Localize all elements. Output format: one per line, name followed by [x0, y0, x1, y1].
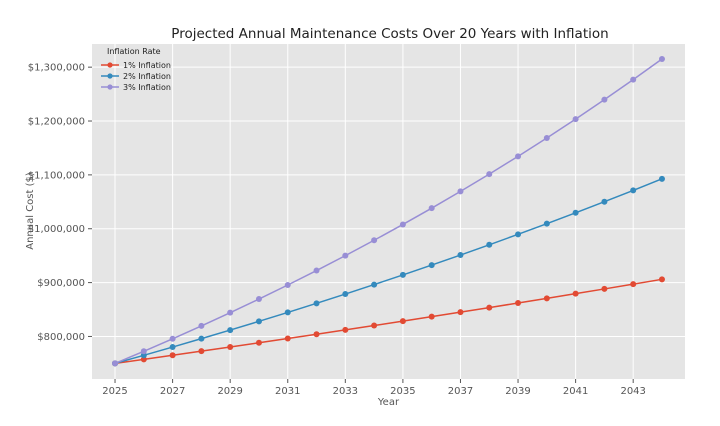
- x-tick-label: 2037: [448, 386, 473, 397]
- x-tick-label: 2039: [505, 386, 530, 397]
- grid: [92, 44, 685, 379]
- data-point: [601, 285, 608, 292]
- data-point: [486, 241, 493, 248]
- data-point: [428, 205, 435, 212]
- data-point: [198, 348, 205, 355]
- data-point: [284, 309, 291, 316]
- data-point: [572, 290, 579, 297]
- legend-marker: [107, 73, 113, 79]
- y-axis: $800,000 $900,000 $1,000,000 $1,100,000 $1,2…: [28, 63, 92, 343]
- plot-area: [92, 44, 685, 379]
- chart-title: Projected Annual Maintenance Costs Over …: [171, 26, 608, 42]
- legend-label: 3% Inflation: [123, 83, 171, 92]
- series-3: [112, 56, 665, 367]
- y-axis-label: Annual Cost ($): [25, 172, 36, 250]
- y-tick-label: $900,000: [37, 278, 85, 289]
- x-tick-label: 2027: [160, 386, 185, 397]
- data-point: [371, 322, 378, 329]
- legend: Inflation Rate 1% Inflation 2% Inflation 3…: [101, 47, 171, 92]
- data-point: [457, 188, 464, 195]
- series-1: [112, 276, 665, 367]
- data-point: [140, 348, 147, 355]
- series-line: [114, 178, 663, 365]
- data-point: [255, 296, 262, 303]
- data-point: [198, 335, 205, 342]
- data-point: [313, 331, 320, 338]
- data-point: [543, 220, 550, 227]
- legend-label: 1% Inflation: [123, 61, 171, 70]
- legend-item: 3% Inflation: [101, 83, 171, 92]
- data-point: [227, 327, 234, 334]
- data-point: [543, 295, 550, 302]
- x-axis-label: Year: [377, 397, 400, 408]
- data-point: [486, 304, 493, 311]
- data-point: [198, 322, 205, 329]
- data-point: [399, 221, 406, 228]
- data-point: [630, 281, 637, 288]
- legend-label: 2% Inflation: [123, 72, 171, 81]
- series-line: [114, 58, 663, 365]
- data-point: [658, 56, 665, 63]
- data-point: [658, 276, 665, 283]
- data-point: [543, 134, 550, 141]
- data-point: [601, 96, 608, 103]
- data-point: [342, 252, 349, 259]
- data-point: [227, 309, 234, 316]
- y-tick-label: $1,100,000: [28, 170, 85, 181]
- series-layer: [112, 56, 665, 367]
- data-point: [658, 175, 665, 182]
- data-point: [399, 318, 406, 325]
- data-point: [169, 335, 176, 342]
- y-tick-label: $1,200,000: [28, 117, 85, 128]
- data-point: [572, 209, 579, 216]
- data-point: [371, 237, 378, 244]
- data-point: [515, 153, 522, 160]
- data-point: [284, 281, 291, 288]
- data-point: [371, 281, 378, 288]
- data-point: [112, 360, 119, 367]
- data-point: [515, 231, 522, 238]
- data-point: [457, 309, 464, 316]
- data-point: [255, 318, 262, 325]
- legend-item: 1% Inflation: [101, 61, 171, 70]
- data-point: [169, 352, 176, 359]
- legend-title: Inflation Rate: [107, 47, 161, 56]
- y-tick-label: $1,000,000: [28, 224, 85, 235]
- data-point: [284, 335, 291, 342]
- data-point: [601, 198, 608, 205]
- data-point: [313, 300, 320, 307]
- x-tick-label: 2029: [217, 386, 242, 397]
- data-point: [313, 267, 320, 274]
- data-point: [457, 252, 464, 259]
- data-point: [486, 171, 493, 178]
- legend-marker: [107, 62, 113, 68]
- data-point: [630, 187, 637, 194]
- x-tick-label: 2043: [620, 386, 645, 397]
- y-tick-label: $800,000: [37, 332, 85, 343]
- data-point: [227, 343, 234, 350]
- data-point: [169, 344, 176, 351]
- data-point: [572, 116, 579, 123]
- data-point: [630, 76, 637, 83]
- data-point: [342, 326, 349, 333]
- legend-marker: [107, 84, 113, 90]
- y-tick-label: $1,300,000: [28, 63, 85, 74]
- data-point: [342, 291, 349, 298]
- data-point: [255, 339, 262, 346]
- series-line: [114, 278, 663, 365]
- legend-item: 2% Inflation: [101, 72, 171, 81]
- x-tick-label: 2025: [102, 386, 127, 397]
- x-tick-label: 2035: [390, 386, 415, 397]
- data-point: [428, 262, 435, 269]
- data-point: [515, 300, 522, 307]
- data-point: [399, 271, 406, 278]
- x-axis: 2025 2027 2029 2031 2033 2035 2037 2039 2041 2043: [102, 379, 646, 397]
- series-2: [112, 175, 665, 367]
- x-tick-label: 2031: [275, 386, 300, 397]
- data-point: [428, 313, 435, 320]
- x-tick-label: 2033: [333, 386, 358, 397]
- x-tick-label: 2041: [563, 386, 588, 397]
